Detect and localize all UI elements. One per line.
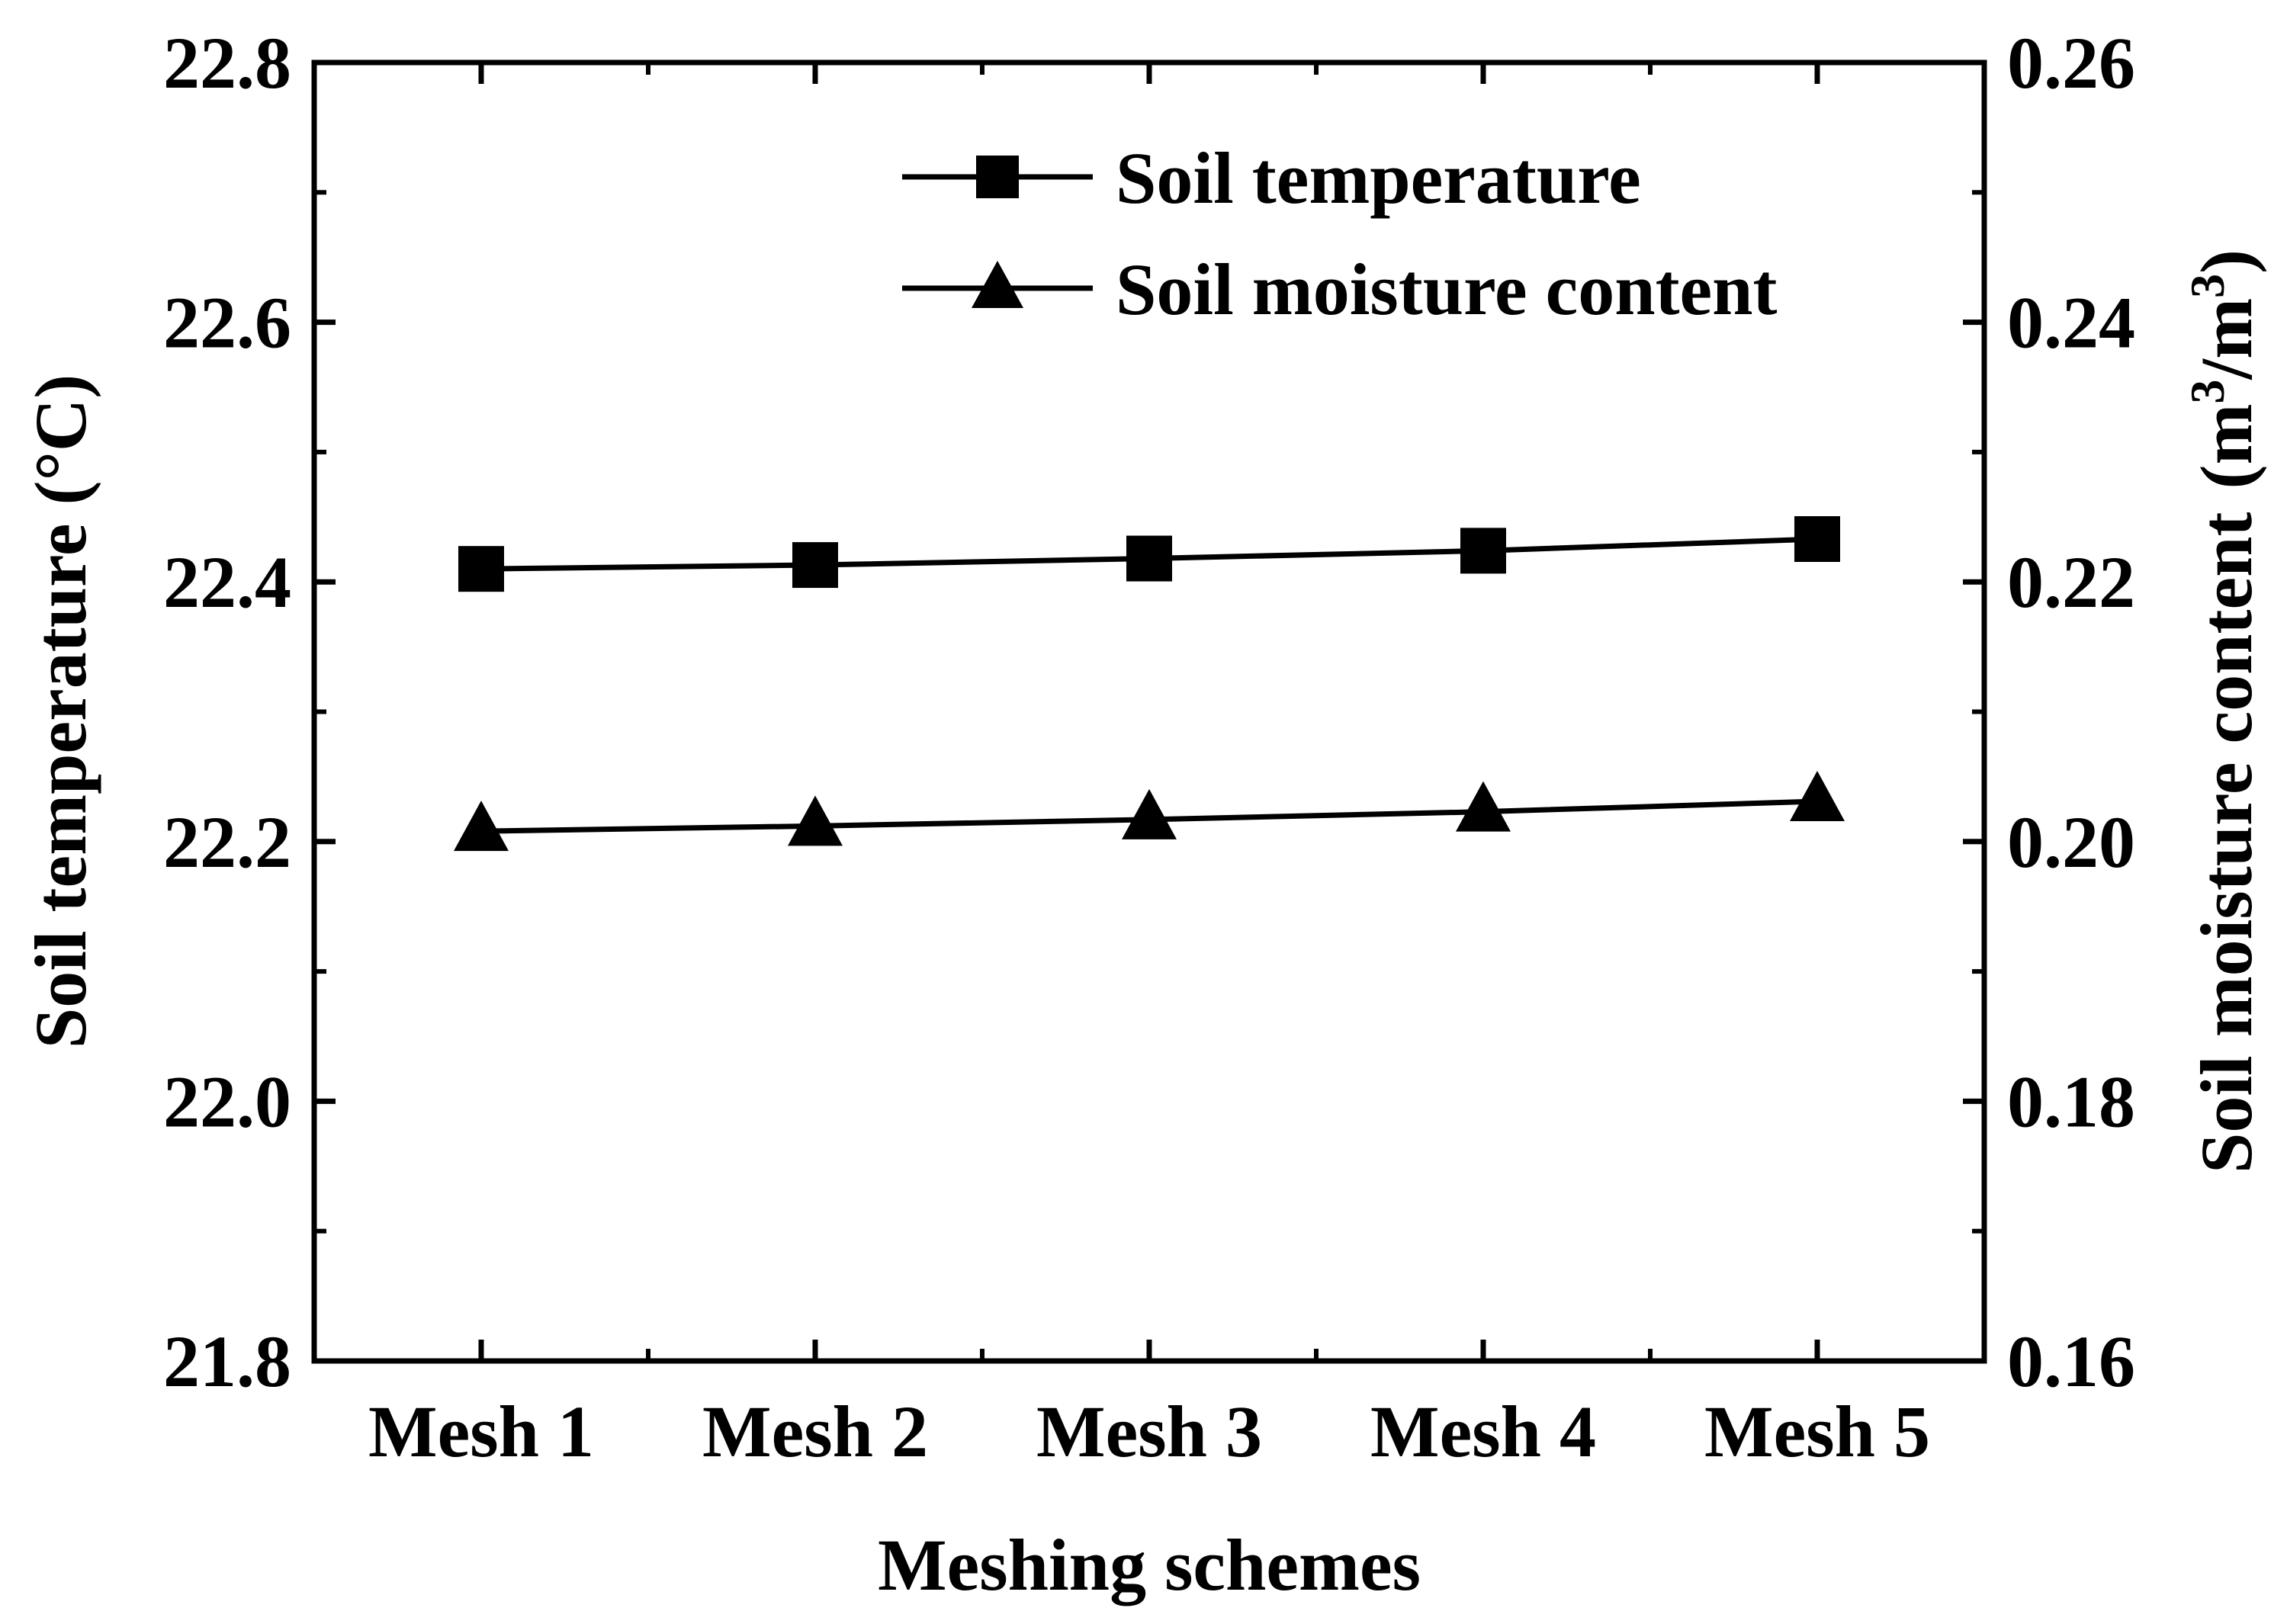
data-point-triangle (788, 795, 843, 846)
x-tick-label: Mesh 3 (1036, 1391, 1262, 1472)
right-tick-label: 0.16 (2007, 1321, 2135, 1402)
x-tick-label: Mesh 2 (702, 1391, 928, 1472)
data-point-square (1794, 516, 1840, 563)
legend: Soil temperature Soil moisture content (902, 137, 1778, 330)
right-tick-label: 0.22 (2007, 541, 2135, 623)
x-axis-ticks: Mesh 1 Mesh 2 Mesh 3 Mesh 4 Mesh 5 (368, 63, 1930, 1472)
right-axis-title-unit-mid: /m (2186, 298, 2267, 380)
left-tick-label: 22.8 (163, 22, 291, 104)
x-tick-label: Mesh 1 (368, 1391, 594, 1472)
left-axis-ticks: 21.8 22.0 22.2 22.4 22.6 22.8 (163, 22, 336, 1402)
data-point-triangle (1122, 788, 1177, 839)
legend-marker-square (976, 156, 1019, 198)
right-axis-title-main: Soil moisture content (2186, 512, 2267, 1173)
series-layer (454, 516, 1845, 852)
left-tick-label: 22.0 (163, 1061, 291, 1142)
right-tick-label: 0.20 (2007, 801, 2135, 883)
right-axis-title-sup1: 3 (2180, 380, 2234, 404)
x-axis-title: Meshing schemes (878, 1524, 1421, 1606)
right-tick-label: 0.26 (2007, 22, 2135, 104)
data-point-triangle (454, 801, 509, 852)
left-tick-label: 22.2 (163, 801, 291, 883)
left-axis-title: Soil temperature (°C) (20, 374, 101, 1048)
legend-label-moisture: Soil moisture content (1116, 249, 1778, 330)
data-point-triangle (1790, 771, 1845, 822)
x-tick-label: Mesh 4 (1370, 1391, 1596, 1472)
right-tick-label: 0.24 (2007, 282, 2135, 364)
data-point-square (792, 542, 838, 589)
x-tick-label: Mesh 5 (1704, 1391, 1930, 1472)
left-tick-label: 22.6 (163, 282, 291, 364)
right-axis-ticks: 0.16 0.18 0.20 0.22 0.24 0.26 (1963, 22, 2135, 1402)
left-tick-label: 21.8 (163, 1321, 291, 1402)
right-axis-title-sup2: 3 (2180, 274, 2234, 298)
right-axis-title-unit-close: ) (2186, 249, 2267, 274)
right-axis-title-unit-open: (m (2186, 404, 2267, 489)
legend-label-temperature: Soil temperature (1116, 137, 1641, 219)
right-tick-label: 0.18 (2007, 1061, 2135, 1142)
legend-marker-triangle (972, 261, 1023, 308)
data-point-square (1126, 535, 1172, 582)
data-point-square (458, 546, 504, 592)
data-point-triangle (1456, 781, 1511, 832)
data-point-square (1460, 528, 1506, 574)
left-tick-label: 22.4 (163, 541, 291, 623)
right-axis-title: Soil moisture content(m3/m3) (2180, 249, 2267, 1173)
